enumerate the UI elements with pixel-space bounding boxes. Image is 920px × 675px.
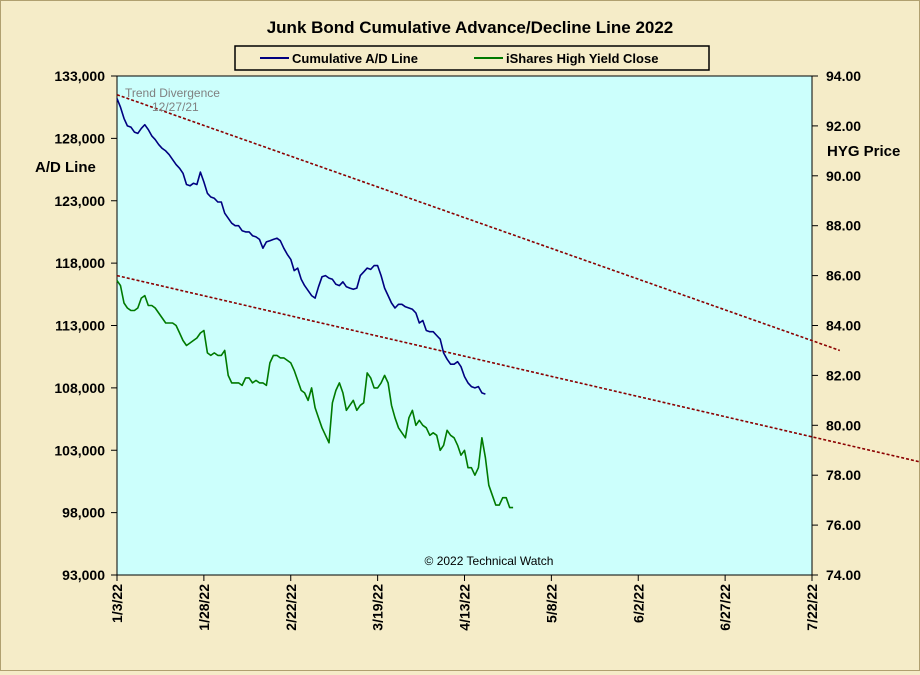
y-axis-right: 74.00 76.00 78.00 80.00 82.00 84.00 86.00 88.00… [812,68,861,583]
y-right-tick-label: 84.00 [826,318,861,334]
y-left-tick-label: 118,000 [55,255,105,271]
y-left-tick-label: 123,000 [54,193,105,209]
x-tick-label: 1/3/22 [109,584,125,623]
x-axis: 1/3/22 1/28/22 2/22/22 3/19/22 4/13/22 5/8/22… [109,575,820,631]
y-left-tick-label: 98,000 [62,505,105,521]
y-right-tick-label: 90.00 [826,168,861,184]
x-tick-label: 5/8/22 [543,584,559,623]
trendlines [116,93,920,463]
x-tick-label: 4/13/22 [457,584,473,631]
x-tick-label: 6/27/22 [717,584,733,631]
y-right-tick-label: 76.00 [826,517,861,533]
x-tick-label: 7/22/22 [804,584,820,631]
x-tick-label: 3/19/22 [370,584,386,631]
y-left-tick-label: 113,000 [55,318,105,334]
x-tick-label: 2/22/22 [283,584,299,631]
y-axis-left: 93,000 98,000 103,000 108,000 113,000 118,000… [54,68,117,583]
y-right-tick-label: 74.00 [826,567,861,583]
plot-area [116,75,813,576]
y-right-tick-label: 92.00 [826,118,861,134]
y-right-tick-label: 86.00 [826,268,861,284]
chart-title: Junk Bond Cumulative Advance/Decline Lin… [267,18,674,37]
annotation-trend-divergence: Trend Divergence [125,86,220,100]
copyright-note: © 2022 Technical Watch [425,554,554,568]
y-right-tick-label: 78.00 [826,467,861,483]
y-right-tick-label: 94.00 [826,68,861,84]
trendline-1 [116,93,841,352]
y-right-tick-label: 80.00 [826,417,861,433]
y-left-tick-label: 103,000 [54,442,105,458]
series-line-ad [116,98,486,395]
legend-item-hyg: iShares High Yield Close [506,51,658,66]
legend: Cumulative A/D Line iShares High Yield C… [234,45,710,71]
x-tick-label: 1/28/22 [196,584,212,631]
x-tick-label: 6/2/22 [630,584,646,623]
annotation-date: 12/27/21 [152,100,199,114]
y-left-tick-label: 108,000 [54,380,105,396]
series-line-hyg [116,280,514,509]
y-axis-right-label: HYG Price [827,143,900,160]
y-left-tick-label: 93,000 [62,567,105,583]
y-right-tick-label: 82.00 [826,367,861,383]
series [116,98,514,509]
y-right-tick-label: 88.00 [826,218,861,234]
legend-item-ad-line: Cumulative A/D Line [292,51,418,66]
y-left-tick-label: 128,000 [54,130,105,146]
y-left-tick-label: 133,000 [54,68,105,84]
y-axis-left-label: A/D Line [35,159,96,176]
